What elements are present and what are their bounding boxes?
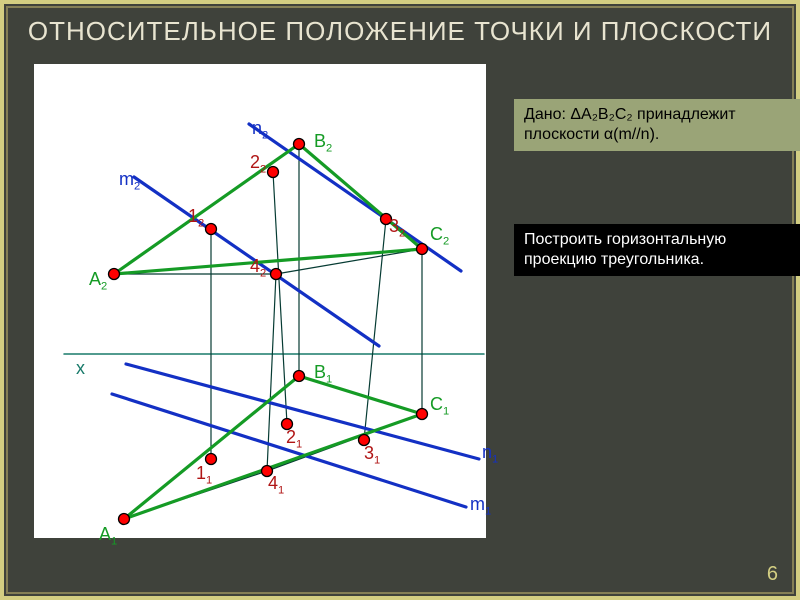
slide: ОТНОСИТЕЛЬНОЕ ПОЛОЖЕНИЕ ТОЧКИ И ПЛОСКОСТ… [0,0,800,600]
task-box: Построить горизонтальную проекцию треуго… [514,224,800,276]
diagram-canvas: n2m2B2221232C242A2xB1C12131n11141m1A1 [34,64,486,538]
given-box: Дано: ΔА₂В₂С₂ принадлежит плоскости α(m/… [514,99,800,151]
slide-title: ОТНОСИТЕЛЬНОЕ ПОЛОЖЕНИЕ ТОЧКИ И ПЛОСКОСТ… [4,16,796,47]
diagram-svg [34,64,524,564]
page-number: 6 [767,563,778,586]
